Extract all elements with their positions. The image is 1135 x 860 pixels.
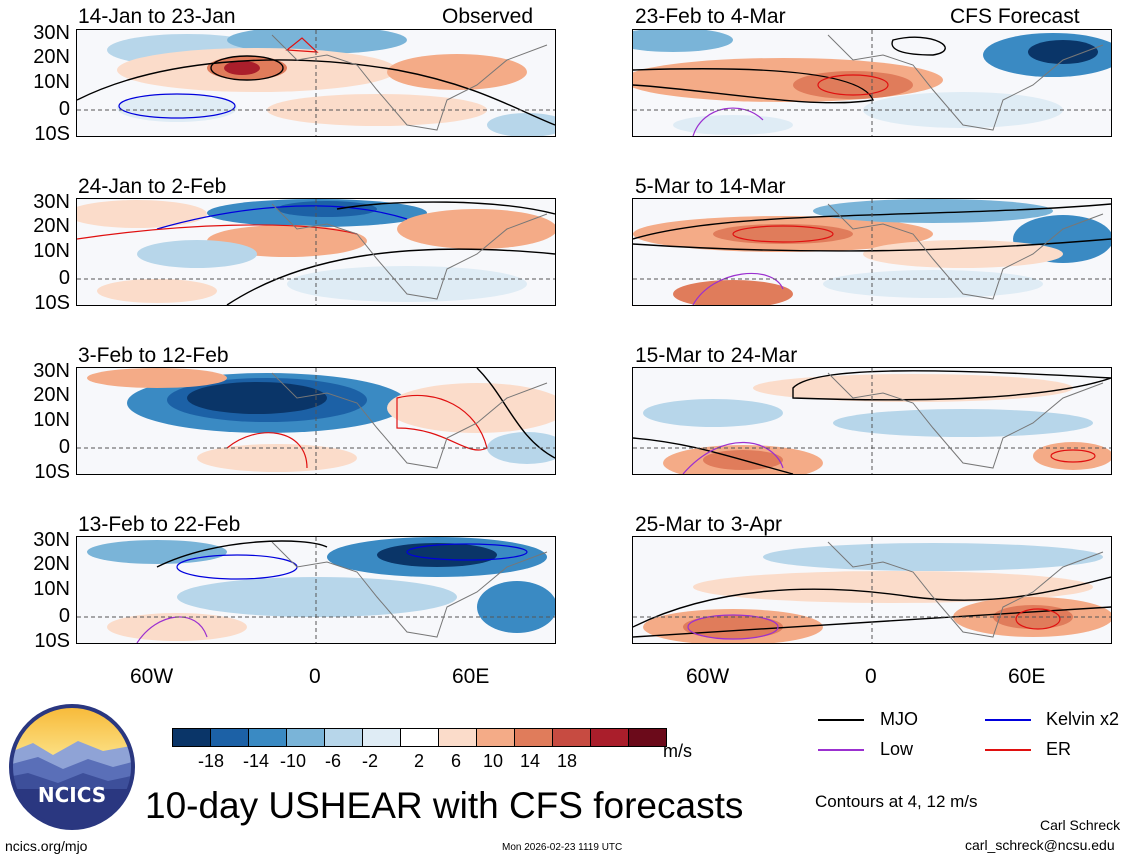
legend-label-mjo: MJO <box>880 709 918 729</box>
panel-title-left-3: 3-Feb to 12-Feb <box>78 344 229 367</box>
map-panel-observed-3 <box>76 367 556 475</box>
map-panel-forecast-3 <box>632 367 1112 475</box>
lat-label: 20N <box>33 215 70 237</box>
lon-label-right-0: 0 <box>865 665 877 688</box>
colorbar-tick-label: -6 <box>325 751 342 771</box>
contour-note: Contours at 4, 12 m/s <box>815 792 978 811</box>
legend-label-kelvin: Kelvin x2 <box>1046 709 1120 729</box>
lat-label: 10N <box>33 240 70 262</box>
map-panel-forecast-2 <box>632 198 1112 306</box>
colorbar-tick-label: -14 <box>243 751 270 771</box>
panel-title-right-2: 5-Mar to 14-Mar <box>635 175 786 198</box>
lat-label: 10N <box>33 409 70 431</box>
panel-title-right-4: 25-Mar to 3-Apr <box>635 513 783 536</box>
lat-label: 10S <box>34 292 70 314</box>
colorbar-tick-label: 18 <box>557 751 578 771</box>
colorbar-tick-label: -10 <box>280 751 307 771</box>
lat-label: 30N <box>33 191 70 213</box>
colorbar-tick-label: 10 <box>483 751 504 771</box>
colorbar-swatch <box>362 728 401 747</box>
map-panel-observed-1 <box>76 29 556 137</box>
map-panel-forecast-4 <box>632 536 1112 644</box>
main-title: 10-day USHEAR with CFS forecasts <box>145 785 744 826</box>
author-email[interactable]: carl_schreck@ncsu.edu <box>965 837 1115 853</box>
cfs-forecast-label: CFS Forecast <box>950 5 1080 28</box>
colorbar-tick-label: -2 <box>362 751 379 771</box>
lat-label: 10N <box>33 71 70 93</box>
lat-label: 30N <box>33 529 70 551</box>
lat-label: 10S <box>34 123 70 145</box>
lat-label: 0 <box>58 98 70 120</box>
lon-label-right-60w: 60W <box>686 665 730 688</box>
colorbar-swatch <box>590 728 629 747</box>
legend-line-mjo <box>818 719 864 721</box>
colorbar-swatch <box>172 728 211 747</box>
lat-label: 0 <box>58 436 70 458</box>
colorbar-swatch <box>476 728 515 747</box>
lat-label: 20N <box>33 384 70 406</box>
panel-title-left-2: 24-Jan to 2-Feb <box>78 175 227 198</box>
colorbar-swatch <box>552 728 591 747</box>
lon-label-left-60w: 60W <box>130 665 174 688</box>
timestamp: Mon 2026-02-23 1119 UTC <box>502 842 623 853</box>
colorbar-swatch <box>400 728 439 747</box>
lat-label: 10S <box>34 630 70 652</box>
lon-label-left-0: 0 <box>309 665 321 688</box>
lon-label-left-60e: 60E <box>452 665 490 688</box>
colorbar-swatch <box>210 728 249 747</box>
colorbar-tick-label: 14 <box>520 751 541 771</box>
lat-label: 30N <box>33 22 70 44</box>
colorbar-tick-label: 2 <box>414 751 425 771</box>
panel-title-right-3: 15-Mar to 24-Mar <box>635 344 798 367</box>
legend-line-low <box>818 749 864 751</box>
lat-label: 20N <box>33 46 70 68</box>
colorbar-tick-label: 6 <box>451 751 462 771</box>
lon-label-right-60e: 60E <box>1008 665 1046 688</box>
colorbar-swatch <box>628 728 667 747</box>
map-panel-forecast-1 <box>632 29 1112 137</box>
panel-title-right-1: 23-Feb to 4-Mar <box>635 5 786 28</box>
legend-label-low: Low <box>880 739 914 759</box>
colorbar-swatch <box>248 728 287 747</box>
lat-label: 20N <box>33 553 70 575</box>
colorbar-swatch <box>438 728 477 747</box>
colorbar-swatch <box>514 728 553 747</box>
map-panel-observed-2 <box>76 198 556 306</box>
colorbar <box>172 728 667 747</box>
colorbar-tick-label: -18 <box>198 751 225 771</box>
map-panel-observed-4 <box>76 536 556 644</box>
colorbar-swatch <box>324 728 363 747</box>
website-link[interactable]: ncics.org/mjo <box>5 838 88 854</box>
ncics-logo: NCICS <box>8 703 136 831</box>
colorbar-units: m/s <box>663 741 692 761</box>
lat-label: 30N <box>33 360 70 382</box>
lat-label: 0 <box>58 605 70 627</box>
legend-line-kelvin <box>985 719 1031 721</box>
author-name: Carl Schreck <box>1040 817 1121 833</box>
lat-label: 10N <box>33 578 70 600</box>
panel-title-left-4: 13-Feb to 22-Feb <box>78 513 241 536</box>
colorbar-swatch <box>286 728 325 747</box>
lat-label: 0 <box>58 267 70 289</box>
legend-label-er: ER <box>1046 739 1072 759</box>
logo-text: NCICS <box>38 783 106 807</box>
legend-line-er <box>985 749 1031 751</box>
lat-label: 10S <box>34 461 70 483</box>
observed-label: Observed <box>442 5 534 28</box>
panel-title-left-1: 14-Jan to 23-Jan <box>78 5 236 28</box>
